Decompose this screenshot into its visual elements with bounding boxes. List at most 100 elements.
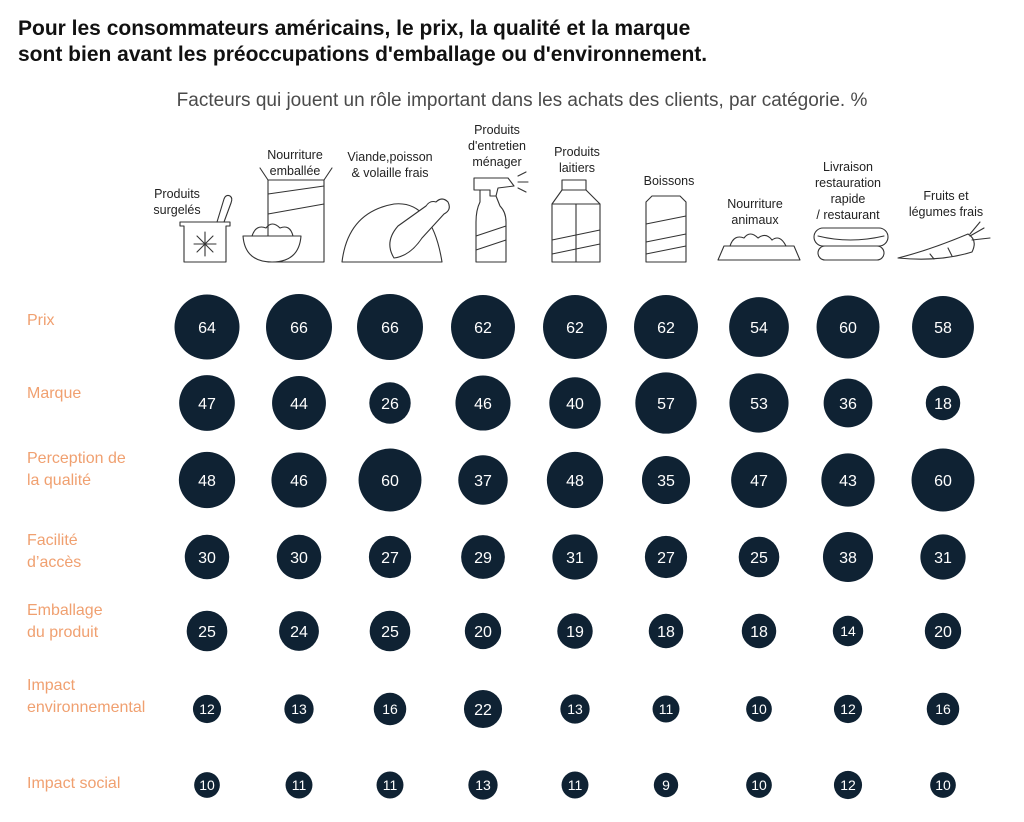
milk-carton-icon [551, 179, 601, 263]
data-bubble [821, 453, 875, 507]
data-label: 40 [566, 396, 584, 413]
data-bubble [455, 375, 511, 431]
data-bubble [549, 377, 601, 429]
data-bubble [369, 610, 411, 652]
data-label: 53 [750, 396, 768, 413]
data-bubble [653, 772, 679, 798]
data-label: 60 [839, 320, 857, 337]
data-label: 20 [474, 624, 492, 641]
category-label: Produits surgelés [153, 187, 200, 217]
data-bubble [285, 771, 313, 799]
data-bubble [557, 613, 593, 649]
chart-subtitle: Facteurs qui jouent un rôle important da… [176, 90, 868, 111]
data-bubble [833, 770, 863, 800]
data-label: 62 [474, 320, 492, 337]
data-bubble [369, 382, 411, 424]
data-label: 43 [839, 473, 857, 490]
data-label: 38 [839, 550, 857, 567]
data-bubble [357, 294, 423, 360]
data-label: 58 [934, 320, 952, 337]
data-label: 66 [290, 320, 308, 337]
data-label: 13 [291, 701, 307, 717]
category-label: Viande,poisson & volaille frais [347, 150, 432, 180]
category-label: Fruits et légumes frais [909, 189, 983, 219]
data-label: 62 [566, 320, 584, 337]
row-label: Impact social [27, 775, 120, 792]
data-bubble [822, 531, 874, 583]
data-bubble [644, 535, 688, 579]
data-label: 16 [382, 701, 398, 717]
data-bubble [930, 772, 956, 798]
data-bubble [179, 375, 235, 431]
data-label: 31 [934, 550, 952, 567]
row-label: Impact environnemental [27, 677, 145, 716]
data-label: 12 [199, 701, 215, 717]
row-label: Marque [27, 385, 81, 402]
category-label: Boissons [644, 174, 695, 188]
row-label: Perception de la qualité [27, 450, 126, 489]
data-bubble [552, 534, 598, 580]
chart-title: Pour les consommateurs américains, le pr… [18, 16, 878, 68]
data-bubble [186, 610, 228, 652]
data-label: 48 [198, 473, 216, 490]
data-label: 16 [935, 701, 951, 717]
data-bubble [560, 694, 590, 724]
data-label: 30 [290, 550, 308, 567]
data-bubble [652, 695, 680, 723]
data-label: 22 [474, 702, 492, 719]
data-bubble [635, 372, 697, 434]
data-bubble [373, 692, 407, 726]
data-bubble [648, 613, 684, 649]
pet-bowl-icon [717, 233, 801, 261]
packaged-food-icon [242, 167, 333, 263]
data-label: 12 [840, 701, 856, 717]
data-bubble [276, 534, 322, 580]
data-bubble [194, 772, 220, 798]
data-bubble [376, 771, 404, 799]
data-label: 10 [751, 701, 767, 717]
row-labels: Prix Marque Perception de la qualité Facilit… [27, 312, 145, 792]
data-bubble [729, 297, 789, 357]
data-bubble [271, 452, 327, 508]
data-bubble [192, 694, 222, 724]
data-label: 10 [751, 777, 767, 793]
data-bubble [912, 296, 974, 358]
data-label: 26 [381, 396, 399, 413]
data-label: 25 [381, 624, 399, 641]
data-bubble [468, 770, 498, 800]
data-label: 11 [659, 701, 674, 717]
data-label: 10 [199, 777, 215, 793]
data-label: 20 [934, 624, 952, 641]
data-label: 25 [198, 624, 216, 641]
data-bubble [284, 694, 314, 724]
data-label: 12 [840, 777, 856, 793]
data-label: 18 [934, 396, 952, 413]
data-bubble [461, 535, 505, 579]
data-label: 62 [657, 320, 675, 337]
data-bubble [458, 455, 508, 505]
category-label: Livraison restauration rapide / restaurant [815, 160, 881, 222]
data-label: 37 [474, 473, 492, 490]
data-bubble [184, 534, 230, 580]
data-label: 11 [292, 777, 307, 793]
data-bubble [924, 612, 962, 650]
data-label: 57 [657, 396, 675, 413]
data-label: 13 [475, 777, 491, 793]
data-bubble [561, 771, 589, 799]
poultry-icon [341, 198, 450, 263]
data-label: 11 [383, 777, 398, 793]
data-bubble [546, 451, 604, 509]
data-bubble [925, 385, 961, 421]
data-label: 11 [568, 777, 583, 793]
data-label: 66 [381, 320, 399, 337]
data-label: 13 [567, 701, 583, 717]
data-label: 14 [840, 623, 856, 639]
data-label: 27 [381, 550, 399, 567]
hotdog-icon [813, 227, 889, 261]
data-bubble [279, 611, 319, 651]
data-label: 30 [198, 550, 216, 567]
data-label: 10 [935, 777, 951, 793]
row-label: Facilité d’accès [27, 532, 81, 571]
data-bubble [833, 694, 863, 724]
